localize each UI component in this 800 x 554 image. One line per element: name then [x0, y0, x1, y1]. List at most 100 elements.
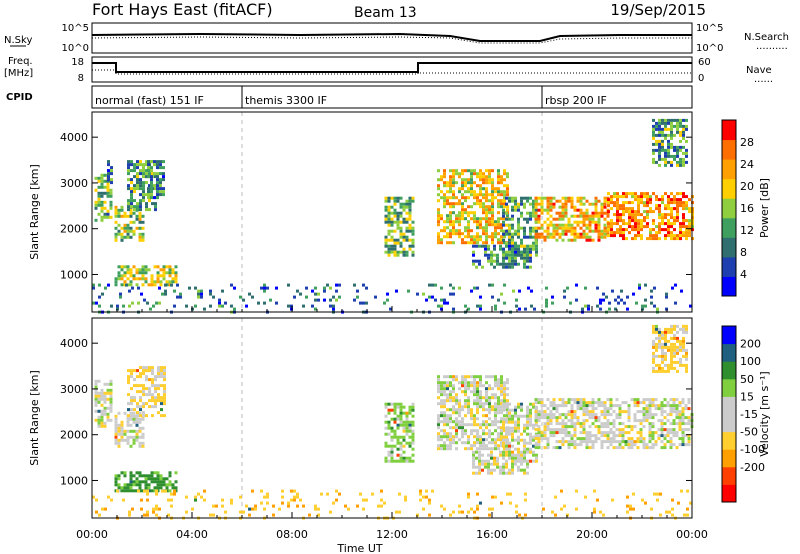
data-cell [526, 417, 529, 421]
data-cell [103, 391, 107, 395]
data-cell [164, 283, 167, 287]
data-cell [585, 443, 589, 447]
data-cell [506, 381, 509, 385]
data-cell [470, 235, 473, 239]
data-cell [534, 410, 538, 414]
data-cell [678, 413, 682, 417]
data-cell [194, 286, 197, 290]
data-cell [476, 238, 479, 242]
data-cell [616, 210, 619, 214]
data-cell [603, 434, 607, 438]
data-cell [129, 477, 133, 481]
data-cell [405, 411, 409, 415]
data-cell [618, 407, 622, 411]
data-cell [163, 384, 166, 388]
data-cell [567, 443, 571, 447]
data-cell [648, 404, 652, 408]
data-cell [636, 401, 640, 405]
data-cell [97, 421, 101, 425]
data-cell [654, 431, 658, 435]
data-cell [496, 462, 499, 466]
data-cell [117, 211, 121, 215]
data-cell [153, 265, 157, 269]
data-cell [482, 447, 485, 451]
data-cell [387, 426, 391, 430]
data-cell [650, 301, 653, 305]
data-cell [464, 414, 467, 418]
data-cell [534, 398, 538, 402]
data-cell [122, 304, 125, 308]
data-cell [254, 504, 257, 508]
data-cell [135, 420, 139, 424]
data-cell [135, 471, 139, 475]
data-cell [464, 178, 467, 182]
data-cell [156, 274, 160, 278]
data-cell [497, 181, 500, 185]
data-cell [145, 387, 148, 391]
colorbar-frame [721, 119, 737, 297]
data-cell [123, 223, 127, 227]
data-cell [511, 453, 514, 457]
data-cell [658, 237, 661, 241]
data-cell [153, 471, 157, 475]
data-cell [535, 420, 538, 424]
data-cell [682, 324, 685, 328]
data-cell [393, 247, 397, 251]
data-cell [505, 426, 508, 430]
data-cell [127, 202, 130, 206]
data-cell [534, 407, 538, 411]
data-cell [500, 217, 503, 221]
data-cell [446, 447, 449, 451]
data-cell [656, 307, 659, 311]
data-cell [117, 271, 121, 275]
data-cell [398, 510, 401, 514]
data-cell [575, 507, 578, 511]
data-cell [458, 211, 461, 215]
data-cell [668, 510, 671, 514]
data-cell [458, 411, 461, 415]
data-cell [290, 489, 293, 493]
data-cell [485, 220, 488, 224]
data-cell [482, 420, 485, 424]
data-cell [449, 214, 452, 218]
data-cell [390, 447, 394, 451]
data-cell [156, 474, 160, 478]
data-cell [520, 402, 523, 406]
data-cell [393, 408, 397, 412]
data-cell [443, 235, 446, 239]
data-cell [540, 202, 544, 206]
data-cell [512, 289, 515, 293]
data-cell [681, 416, 685, 420]
data-cell [390, 205, 394, 209]
data-cell [508, 241, 511, 245]
data-cell [648, 422, 652, 426]
data-cell [643, 225, 646, 229]
data-cell [549, 232, 553, 236]
data-cell [126, 265, 130, 269]
y-tick-label: 4000 [60, 337, 88, 350]
data-cell [411, 429, 415, 433]
data-cell [619, 216, 622, 220]
data-cell [645, 398, 649, 402]
data-cell [399, 220, 403, 224]
data-cell [526, 459, 529, 463]
y-tick-label: 3000 [60, 383, 88, 396]
data-cell [523, 429, 526, 433]
data-cell [129, 220, 133, 224]
data-cell [529, 417, 532, 421]
data-cell [449, 232, 452, 236]
data-cell [478, 459, 481, 463]
data-cell [685, 219, 688, 223]
data-cell [687, 443, 691, 447]
data-cell [517, 450, 520, 454]
data-cell [537, 401, 541, 405]
data-cell [640, 225, 643, 229]
data-cell [452, 229, 455, 233]
data-cell [672, 422, 676, 426]
data-cell [564, 223, 568, 227]
data-cell [390, 459, 394, 463]
data-cell [532, 211, 535, 215]
data-cell [154, 390, 157, 394]
data-cell [473, 444, 476, 448]
data-cell [147, 483, 151, 487]
